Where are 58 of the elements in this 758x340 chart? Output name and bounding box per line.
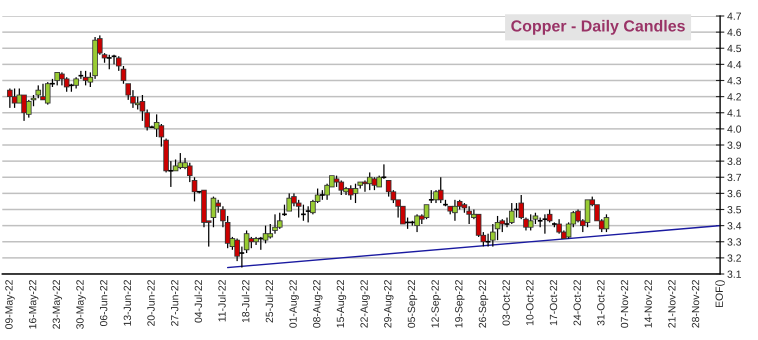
x-tick-label: 09-May-22 xyxy=(5,280,15,329)
x-tick-label: 19-Sep-22 xyxy=(455,280,465,328)
x-tick-label: 27-Jun-22 xyxy=(170,280,178,326)
y-tick-label: 4.3 xyxy=(727,77,742,84)
y-tick-label: 4.4 xyxy=(727,60,742,68)
y-tick-label: 3.1 xyxy=(727,270,742,278)
chart-title: Copper - Daily Candles xyxy=(511,20,685,35)
candlestick xyxy=(7,88,13,109)
x-tick-label: 08-Aug-22 xyxy=(313,280,322,328)
x-tick-label: 12-Sep-22 xyxy=(431,280,441,328)
y-tick-label: 3.3 xyxy=(727,238,742,246)
x-tick-label: 10-Oct-22 xyxy=(526,280,534,326)
candlestick xyxy=(508,202,515,225)
x-tick-label: 06-Jun-22 xyxy=(100,280,108,326)
x-tick-label: 05-Sep-22 xyxy=(408,280,418,328)
y-tick-label: 3.4 xyxy=(727,222,742,230)
x-tick-label: 29-Aug-22 xyxy=(384,280,394,328)
candlestick xyxy=(106,54,112,70)
x-tick-label: 16-May-22 xyxy=(28,280,38,329)
x-tick-label: 11-Jul-22 xyxy=(218,280,226,322)
y-tick-label: 4.7 xyxy=(727,12,741,20)
x-tick-label: 31-Oct-22 xyxy=(597,280,605,326)
x-tick-label: 23-May-22 xyxy=(52,280,62,329)
y-tick-label: 4.2 xyxy=(727,93,741,100)
x-tick-label: 22-Aug-22 xyxy=(360,280,370,328)
x-tick-label: 26-Sep-22 xyxy=(478,280,488,328)
candlestick xyxy=(300,204,307,222)
y-tick-label: 4.0 xyxy=(727,125,742,133)
x-tick-label: 15-Aug-22 xyxy=(336,280,346,328)
y-tick-label: 3.7 xyxy=(727,174,741,182)
x-tick-label: 07-Nov-22 xyxy=(620,280,628,328)
y-tick-label: 4.1 xyxy=(727,109,742,117)
x-tick-label: 17-Oct-22 xyxy=(550,280,558,326)
y-tick-label: 3.6 xyxy=(727,190,742,198)
candlestick xyxy=(404,216,411,230)
y-tick-label: 3.2 xyxy=(727,254,741,262)
candlestick xyxy=(319,190,326,200)
x-tick-label: 28-Nov-22 xyxy=(692,280,700,328)
x-tick-label: EOF() xyxy=(715,280,725,308)
y-tick-label: 4.5 xyxy=(727,44,742,52)
x-tick-label: 25-Jul-22 xyxy=(265,280,274,322)
x-tick-label: 30-May-22 xyxy=(76,280,86,329)
x-tick-label: 18-Jul-22 xyxy=(242,280,250,322)
y-tick-label: 4.6 xyxy=(727,28,742,36)
x-tick-label: 01-Aug-22 xyxy=(289,280,299,328)
x-tick-label: 03-Oct-22 xyxy=(502,280,510,326)
candlestick xyxy=(238,246,246,268)
y-tick-label: 3.8 xyxy=(727,158,742,165)
candlestick xyxy=(380,164,388,180)
x-tick-label: 13-Jun-22 xyxy=(124,280,132,326)
candlestick xyxy=(258,236,264,250)
x-tick-label: 04-Jul-22 xyxy=(194,280,202,323)
x-tick-label: 14-Nov-22 xyxy=(644,280,652,328)
x-tick-label: 20-Jun-22 xyxy=(147,280,155,326)
y-tick-label: 3.5 xyxy=(727,206,742,214)
x-tick-label: 21-Nov-22 xyxy=(668,280,676,328)
y-tick-label: 3.9 xyxy=(727,142,742,149)
x-tick-label: 24-Oct-22 xyxy=(573,280,581,326)
